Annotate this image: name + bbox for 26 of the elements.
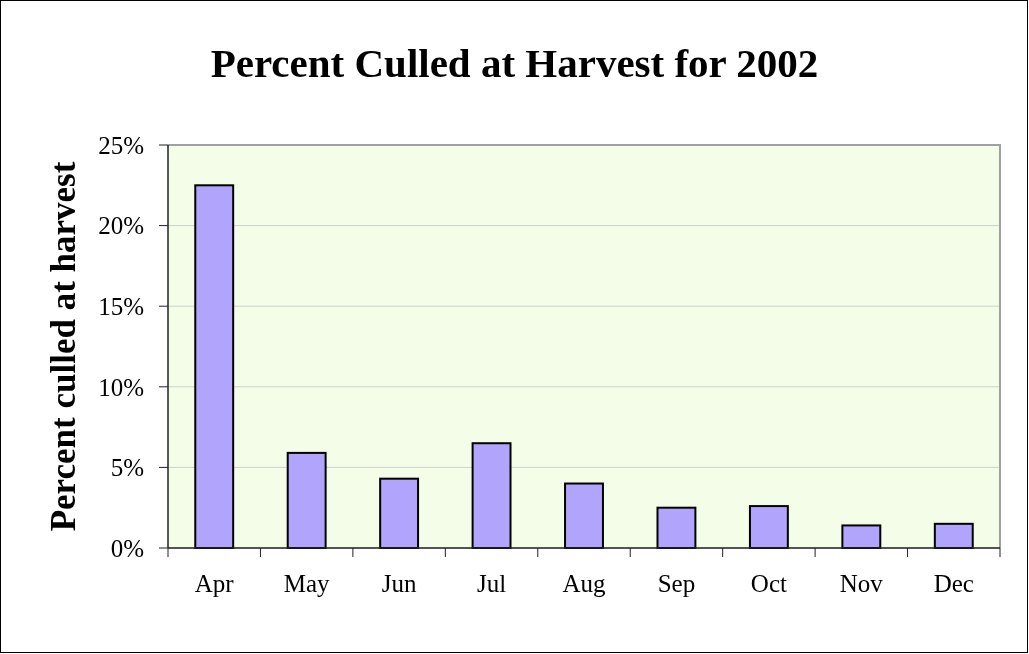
x-tick-label: Oct: [750, 570, 787, 597]
bar: [194, 184, 235, 549]
y-tick-label: 0%: [110, 534, 144, 562]
bar: [933, 522, 974, 549]
bar: [564, 482, 604, 549]
bar: [286, 451, 327, 549]
bar: [748, 505, 789, 549]
y-tick-label: 5%: [110, 454, 144, 482]
y-axis-title: Percent culled at harvest: [44, 161, 83, 532]
bar: [656, 506, 697, 549]
y-tick-label: 10%: [98, 373, 144, 401]
y-tick-label: 20%: [98, 212, 144, 240]
x-tick-label: Jun: [381, 570, 417, 597]
x-tick-label: Sep: [657, 570, 696, 597]
x-tick-label: Apr: [194, 570, 235, 597]
x-tick-label: Dec: [933, 570, 974, 597]
chart-title: Percent Culled at Harvest for 2002: [210, 40, 819, 86]
bar: [379, 477, 420, 549]
x-tick-label: May: [283, 570, 331, 597]
x-tick-label: Aug: [562, 570, 607, 597]
x-tick-label: Nov: [839, 570, 884, 597]
bar: [841, 524, 882, 549]
x-tick-label: Jul: [476, 570, 507, 597]
y-tick-label: 25%: [98, 131, 144, 159]
bar: [471, 442, 512, 549]
y-tick-label: 15%: [98, 292, 144, 320]
